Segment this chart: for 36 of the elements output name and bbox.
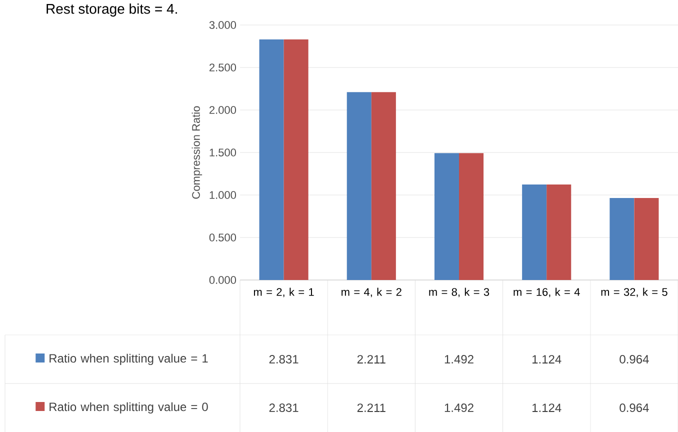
y-tick-label: 2.000 — [209, 106, 236, 114]
bar — [546, 184, 572, 280]
bar — [634, 198, 659, 280]
bar — [522, 184, 547, 280]
data-label: 2.211 — [357, 404, 386, 412]
text: Rest storage bits = 4. — [46, 4, 177, 17]
bar — [259, 39, 284, 280]
x-tick-label: m = 4, k = 2 — [342, 288, 402, 298]
bar — [284, 39, 308, 280]
y-tick-label: 3.000 — [209, 21, 236, 29]
bar — [459, 153, 484, 280]
data-label: 1.124 — [532, 404, 562, 412]
y-tick-label: 1.500 — [210, 148, 236, 156]
data-label: 0.964 — [620, 355, 649, 364]
x-tick-label: m = 32, k = 5 — [601, 288, 668, 298]
y-tick-label: 0.000 — [209, 276, 236, 284]
x-tick-label: m = 2, k = 1 — [254, 288, 314, 298]
data-label: 1.492 — [444, 404, 474, 412]
bar — [371, 92, 396, 280]
data-label: 1.492 — [444, 355, 474, 364]
bar — [610, 198, 634, 280]
y-tick-label: 0.500 — [209, 234, 236, 242]
x-tick-label: m = 16, k = 4 — [514, 288, 580, 298]
legend-label: Ratio when splitting value = 1 — [50, 354, 208, 365]
y-tick-label: 1.000 — [210, 191, 236, 199]
y-axis-title: Compression Ratio — [192, 106, 202, 199]
y-tick-label: 2.500 — [209, 64, 236, 72]
x-tick-label: m = 8, k = 3 — [429, 288, 490, 298]
data-label: 2.831 — [269, 355, 298, 364]
data-label: 2.831 — [269, 404, 298, 412]
bar — [434, 153, 459, 280]
data-label: 1.124 — [532, 355, 562, 364]
bar — [346, 92, 372, 280]
data-label: 2.211 — [357, 355, 386, 364]
data-label: 0.964 — [620, 404, 649, 412]
legend-label: Ratio when splitting value = 0 — [50, 402, 208, 414]
